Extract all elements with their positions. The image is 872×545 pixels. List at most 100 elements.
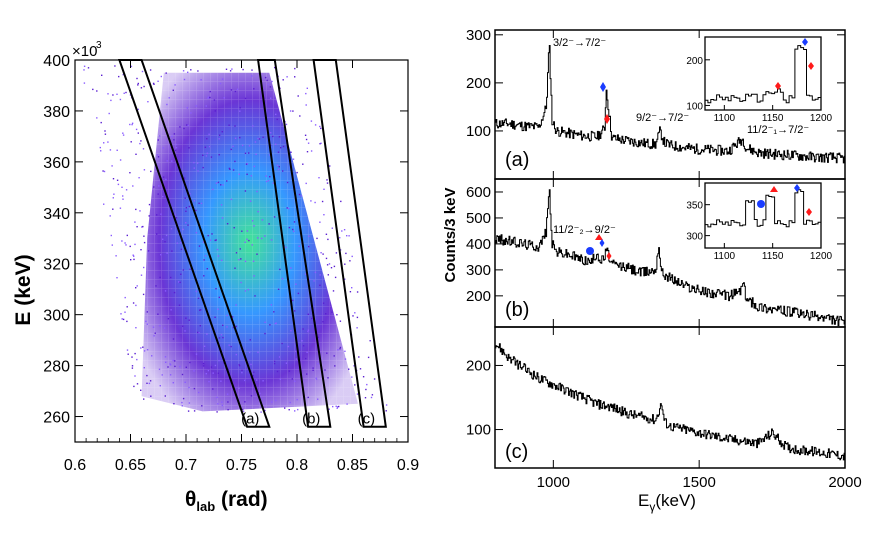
spectrum-b [495,189,846,327]
scatter-dot [87,67,90,69]
scatter-dot [188,147,190,149]
scatter-dot [156,154,159,156]
scatter-dot [272,135,274,138]
gate-polygon [256,59,332,428]
scatter-dot [126,320,128,323]
scatter-dot [302,345,305,347]
scatter-dot [103,142,105,144]
scatter-dot [116,277,118,279]
scatter-dot [200,79,202,81]
scatter-dot [150,395,152,397]
scatter-dot [175,143,177,146]
scatter-dot [288,370,291,372]
scatter-dot [151,355,153,357]
scatter-dot [334,276,337,279]
scatter-dot [327,238,329,241]
red-triangle-marker [770,186,778,192]
scatter-dot [244,260,247,263]
scatter-dot [236,88,239,90]
xlabel-sub: lab [196,499,215,514]
scatter-dot [142,225,144,228]
scatter-dot [231,68,233,70]
scatter-dot [152,326,155,328]
scatter-dot [229,168,231,170]
scatter-dot [126,234,128,237]
scatter-dot [167,318,170,320]
scatter-dot [146,323,148,325]
scatter-dot [293,230,295,233]
scatter-dot [325,313,327,315]
scatter-dot [226,314,228,317]
scatter-dot [230,345,232,348]
inset-b-frame [704,182,822,249]
scatter-dot [304,134,307,136]
inset-a-spectrum [705,45,822,104]
scatter-dot [155,285,157,287]
scatter-dot [218,296,220,299]
scatter-band [83,65,388,413]
blue-diamond-marker [794,184,800,192]
scatter-dot [146,349,149,351]
scatter-dot [140,274,143,276]
scatter-dot [336,314,338,316]
scatter-dot [135,287,137,289]
scatter-grid [141,72,358,412]
scatter-dot [279,268,281,271]
scatter-dot [318,177,320,179]
red-triangle-marker [595,234,603,240]
scatter-dot [362,376,365,378]
scatter-dot [290,330,292,332]
inset-y-tick-label: 300 [686,232,703,243]
scatter-dot [293,221,296,223]
scatter-dot [109,215,111,217]
scatter-dot [326,182,329,184]
scatter-dot [227,409,229,411]
scatter-dot [122,318,125,321]
scatter-dot [261,219,264,221]
scatter-dot [284,407,286,409]
scatter-dot [188,386,190,389]
spectrum-a [495,45,846,164]
scatter-dot [295,350,297,353]
x-tick-label: 0.85 [337,457,368,474]
scatter-dot [160,254,162,256]
scatter-dot [319,125,321,128]
scatter-dot [264,409,266,412]
scatter-dot [189,193,191,195]
scatter-dot [369,340,371,342]
scatter-dot [298,193,301,196]
scatter-dot [197,297,200,299]
scatter-dot [173,291,176,294]
scatter-dot [136,383,139,385]
scatter-dot [136,358,138,361]
y-tick-label: 300 [43,308,70,325]
scatter-dot [254,141,257,143]
scatter-dot [130,259,132,261]
scatter-dot [123,92,125,94]
scatter-dot [203,275,205,277]
scatter-dot [344,263,346,265]
scatter-dot [212,188,214,191]
scatter-dot [167,366,169,368]
scatter-dot [326,352,328,354]
scatter-dot [241,230,243,232]
scatter-dot [219,82,222,85]
scatter-dot [172,89,174,91]
y-tick-label: 260 [43,410,70,427]
scatter-dot [328,408,330,410]
scatter-dot [222,336,224,339]
scatter-dot [124,311,126,313]
left-x-ticks: 0.6 0.65 0.7 0.75 0.8 0.85 0.9 [64,60,419,474]
scatter-dot [149,380,152,382]
scatter-dot [238,173,240,175]
scatter-dot [218,138,220,140]
scatter-dot [138,177,140,179]
scatter-dot [277,288,280,290]
scatter-dot [373,378,376,380]
scatter-dot [271,401,273,403]
scatter-dot [120,313,122,315]
scatter-dot [230,89,233,91]
scatter-dot [244,190,247,192]
scatter-dot [339,237,341,239]
scatter-dot [341,230,343,232]
